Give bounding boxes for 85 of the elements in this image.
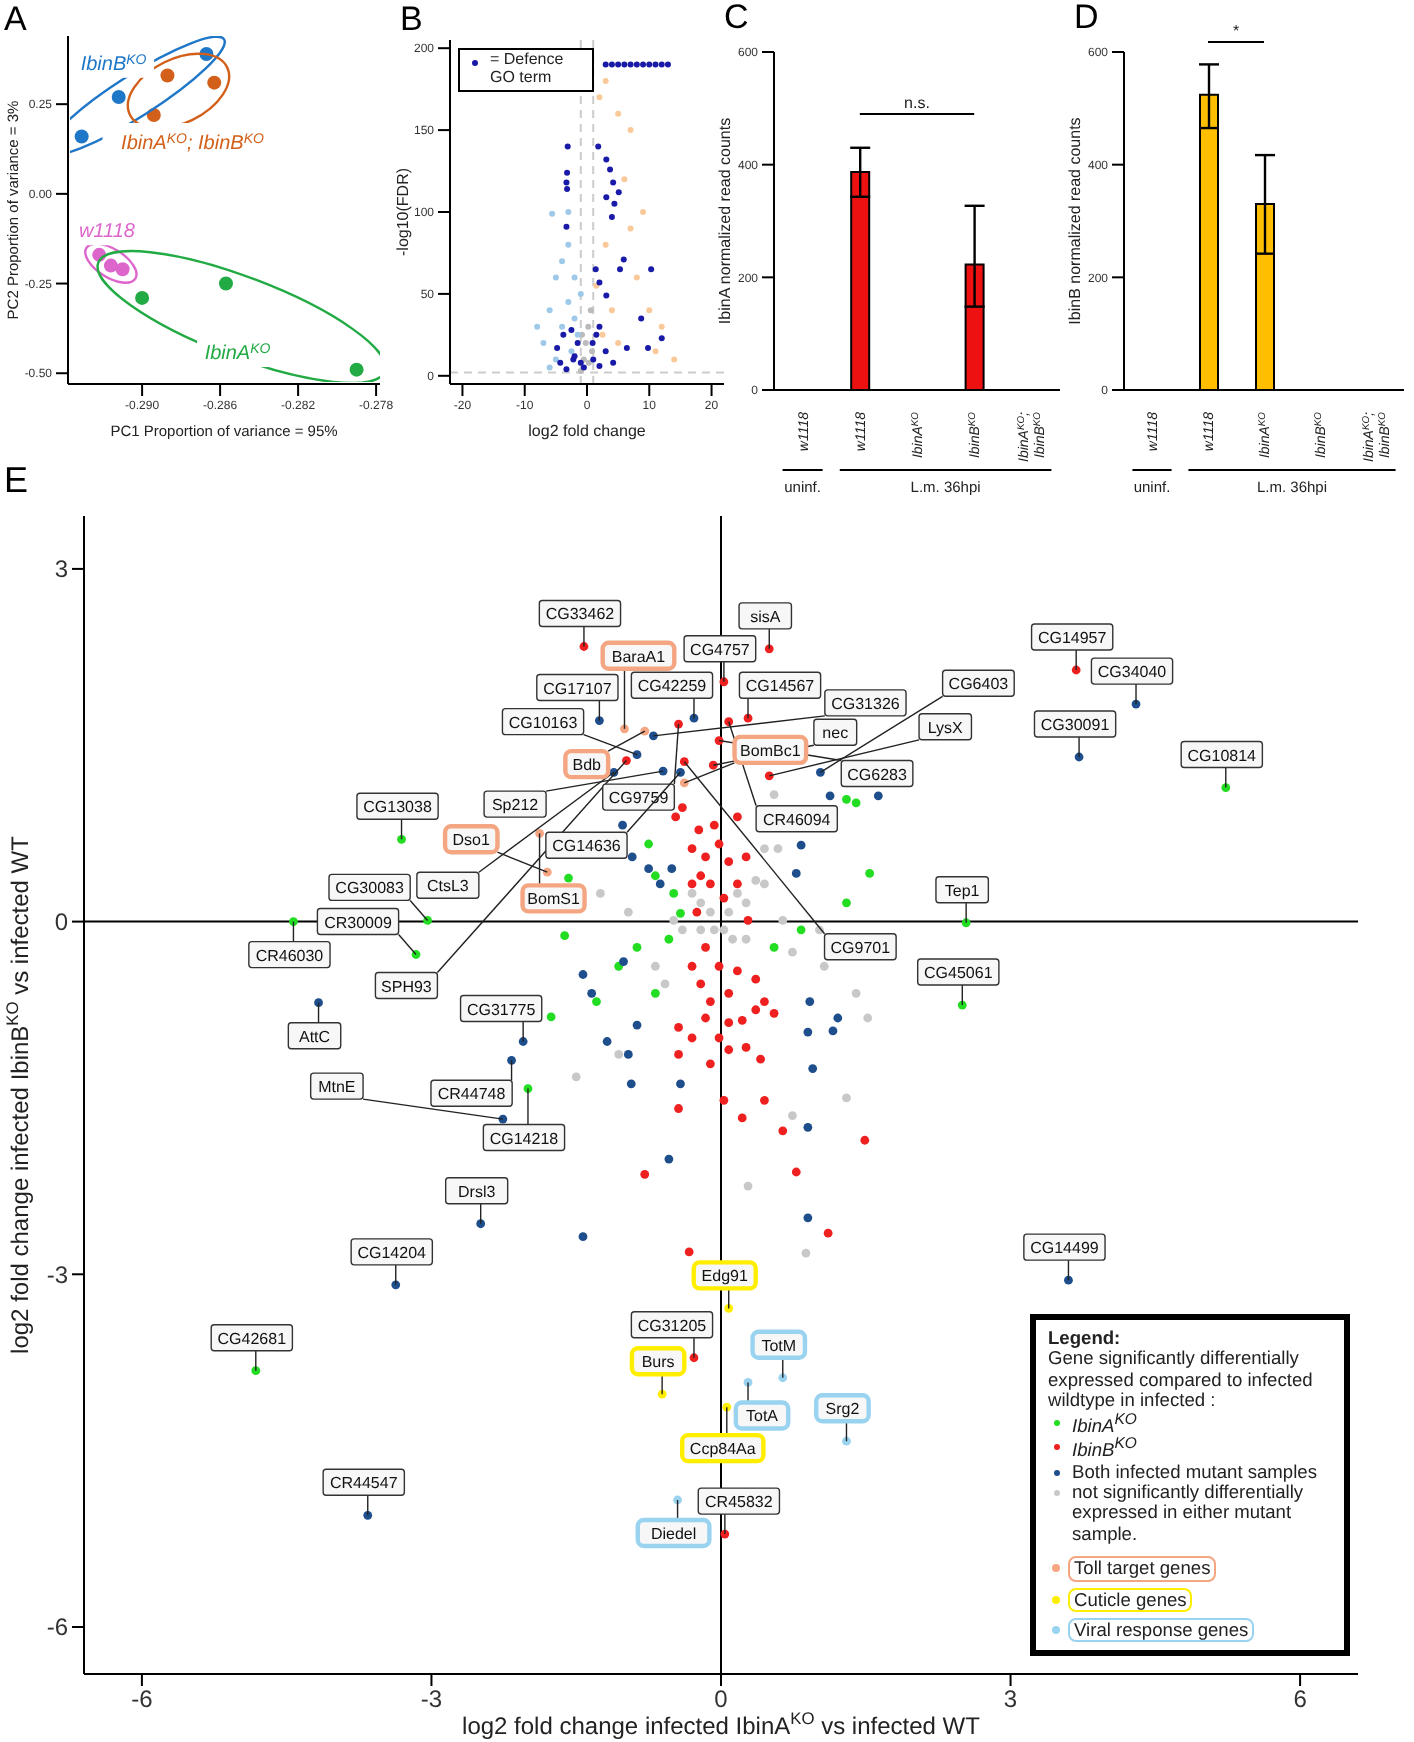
legend-label: Toll target genes [1068, 1556, 1217, 1582]
series-label: w1118 [78, 221, 136, 244]
data-label: CG31205 [637, 1316, 708, 1335]
data-label: Ccp84Aa [689, 1440, 757, 1459]
data-label: Tep1 [944, 881, 981, 900]
data-label: Diedel [650, 1525, 697, 1544]
data-label: BaraA1 [611, 647, 667, 666]
y-axis-title: IbinB normalized read counts [1066, 117, 1084, 325]
chart-title: A [4, 0, 28, 38]
data-label: CG10814 [1187, 746, 1258, 765]
legend-title: Legend: Gene significantly differentially expressed compared to infected wildtype in infected : [1048, 1328, 1315, 1412]
data-label: sisA [750, 607, 782, 626]
data-label: CG10163 [508, 713, 579, 732]
data-label: CR44748 [437, 1085, 507, 1104]
data-label: BomS1 [527, 890, 581, 909]
legend-label: Cuticle genes [1068, 1587, 1193, 1613]
data-label: CG6403 [948, 675, 1010, 694]
legend-label: = Defence GO term [490, 50, 566, 88]
x-tick-label: 0 [714, 1685, 729, 1714]
data-label: Drsl3 [458, 1182, 497, 1201]
annotation: n.s. [904, 94, 930, 112]
data-label: CG30091 [1040, 716, 1111, 735]
data-label: CG13038 [363, 798, 433, 817]
data-label: CR44547 [329, 1474, 399, 1493]
data-label: CG14499 [1030, 1239, 1100, 1258]
data-label: Bdb [572, 756, 603, 775]
y-tick-label: 0 [54, 908, 69, 937]
y-axis-title: IbinA normalized read counts [716, 117, 734, 325]
x-tick-label: 6 [1293, 1685, 1308, 1714]
x-axis-title: log2 fold change infected IbinA$^{KO}$ vs infected WT [462, 1708, 982, 1740]
chart-title: D [1074, 0, 1099, 36]
data-label: CG6283 [847, 765, 908, 784]
data-label: CR46094 [762, 810, 832, 829]
text: IbinA$^{KO}$ [204, 342, 272, 366]
data-label: MtnE [318, 1078, 356, 1097]
legend-label: not significantly differentially expressed in either mutant sample. [1072, 1482, 1306, 1545]
legend-label: Both infected mutant samples [1072, 1461, 1317, 1483]
data-label: CG14218 [489, 1129, 560, 1148]
series-label: IbinA$^{KO}$; IbinB$^{KO}$ [121, 132, 265, 156]
data-label: TotA [746, 1407, 780, 1426]
legend-label: IbinA$^{KO}$ [1072, 1409, 1137, 1437]
data-label: Burs [641, 1353, 675, 1372]
series-label: IbinB$^{KO}$ [80, 52, 148, 76]
text: * [1232, 22, 1240, 40]
x-axis-title: log2 fold change [528, 422, 647, 440]
y-tick-label: 3 [54, 555, 69, 584]
data-label: CR45832 [705, 1493, 774, 1512]
data-label: CG14957 [1037, 629, 1108, 648]
data-label: CR46030 [255, 946, 325, 965]
data-label: Edg91 [701, 1267, 749, 1286]
legend-label: IbinB$^{KO}$ [1072, 1434, 1137, 1462]
data-label: CR30009 [324, 913, 393, 932]
data-label: CG14567 [745, 677, 816, 696]
chart-title: C [724, 0, 749, 36]
data-label: CG34040 [1097, 663, 1168, 682]
data-label: Srg2 [825, 1400, 861, 1419]
data-label: Dso1 [452, 831, 492, 850]
legend-label: Viral response genes [1068, 1618, 1255, 1643]
y-axis-title: -log10(FDR) [394, 167, 412, 257]
data-label: CG33462 [545, 605, 616, 624]
data-label: SPH93 [381, 977, 433, 996]
data-label: nec [822, 724, 849, 743]
data-label: CG4757 [690, 640, 751, 659]
data-label: AttC [298, 1027, 331, 1046]
chart-title: E [4, 460, 29, 500]
data-label: CG17107 [543, 679, 613, 698]
y-tick-label: -3 [46, 1260, 69, 1289]
data-label: Sp212 [491, 796, 540, 815]
data-label: CtsL3 [426, 877, 470, 896]
x-tick-label: 3 [1003, 1685, 1018, 1714]
data-label: BomBc1 [740, 741, 802, 760]
chart-title: B [400, 0, 423, 38]
data-label: CG42259 [637, 677, 708, 696]
data-label: CG31775 [466, 1000, 537, 1019]
data-label: CG30083 [335, 879, 405, 898]
data-label: CG42681 [217, 1329, 288, 1348]
data-label: CG14204 [357, 1243, 428, 1262]
x-tick-label: -6 [131, 1685, 154, 1714]
data-label: CG45061 [924, 964, 994, 983]
y-tick-label: -6 [46, 1613, 69, 1642]
data-label: CG14636 [552, 837, 622, 856]
data-label: CG31326 [831, 694, 901, 713]
data-label: CG9701 [830, 938, 892, 957]
data-label: TotM [761, 1336, 797, 1355]
data-label: LysX [927, 718, 965, 737]
